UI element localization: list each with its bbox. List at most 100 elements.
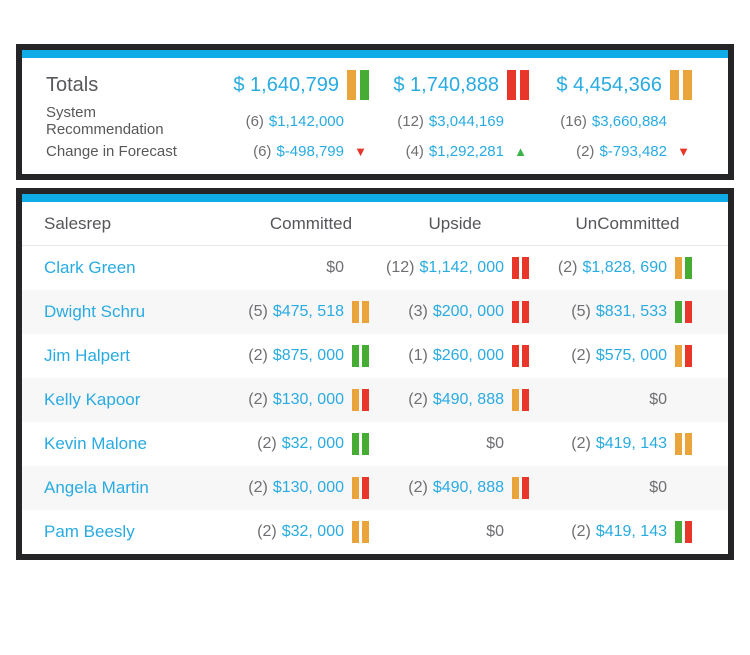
change-in-forecast-row: Change in Forecast (6) $-498,799 ▼ (4) $1,292… bbox=[46, 138, 692, 164]
salesrep-link[interactable]: Kevin Malone bbox=[44, 434, 148, 453]
summary-cell: (2) $-793,482 ▼ bbox=[529, 143, 692, 160]
green-bar-icon bbox=[685, 257, 692, 279]
deal-count: (2) bbox=[571, 435, 591, 452]
forecast-cell: $0 bbox=[369, 521, 529, 543]
status-indicator bbox=[675, 257, 692, 279]
amount-link[interactable]: $875, 000 bbox=[272, 347, 344, 364]
deal-count: (5) bbox=[248, 303, 268, 320]
salesrep-link[interactable]: Dwight Schru bbox=[44, 302, 146, 321]
deal-count: (2) bbox=[557, 259, 578, 276]
amount-link[interactable]: $ 1,740,888 bbox=[393, 73, 499, 96]
status-indicator: ▼ bbox=[352, 145, 369, 158]
forecast-cell: (2) $419, 143 bbox=[529, 521, 692, 543]
table-row: Pam Beesly (2) $32, 000 $0 (2) $419, 143 bbox=[22, 510, 728, 554]
forecast-cell: (1) $260, 000 bbox=[369, 345, 529, 367]
summary-cell: $ 1,740,888 bbox=[369, 70, 529, 100]
status-indicator bbox=[670, 70, 692, 100]
red-bar-icon bbox=[522, 257, 529, 279]
amount-link[interactable]: $260, 000 bbox=[432, 347, 504, 364]
deal-count: (2) bbox=[248, 391, 268, 408]
zero-amount: $0 bbox=[326, 259, 344, 276]
summary-cell: $ 4,454,366 bbox=[529, 70, 692, 100]
amount-link[interactable]: $1,142,000 bbox=[268, 112, 344, 130]
amount-link[interactable]: $130, 000 bbox=[272, 391, 344, 408]
salesrep-link[interactable]: Kelly Kapoor bbox=[44, 390, 141, 409]
orange-bar-icon bbox=[683, 70, 692, 100]
forecast-cell: (2) $32, 000 bbox=[201, 433, 369, 455]
status-indicator bbox=[512, 433, 529, 455]
amount-link[interactable]: $ 4,454,366 bbox=[556, 73, 662, 96]
amount-link[interactable]: $3,660,884 bbox=[591, 112, 667, 130]
status-indicator bbox=[352, 521, 369, 543]
status-indicator bbox=[675, 433, 692, 455]
deal-count: (12) bbox=[386, 259, 415, 276]
amount-link[interactable]: $490, 888 bbox=[432, 391, 504, 408]
amount-link[interactable]: $1,142, 000 bbox=[419, 259, 504, 276]
amount-link[interactable]: $1,828, 690 bbox=[582, 259, 667, 276]
deal-count: (16) bbox=[560, 112, 587, 130]
status-indicator bbox=[352, 477, 369, 499]
salesrep-link[interactable]: Clark Green bbox=[44, 258, 136, 277]
totals-summary-panel: Totals $ 1,640,799 $ 1,740,888 $ 4,454,366 S… bbox=[16, 44, 734, 180]
green-bar-icon bbox=[675, 521, 682, 543]
red-bar-icon bbox=[362, 477, 369, 499]
amount-link[interactable]: $419, 143 bbox=[595, 523, 667, 540]
summary-cell: (4) $1,292,281 ▲ bbox=[369, 143, 529, 160]
summary-cell: (16) $3,660,884 bbox=[529, 110, 692, 132]
red-bar-icon bbox=[685, 521, 692, 543]
amount-link[interactable]: $3,044,169 bbox=[428, 112, 504, 130]
salesrep-link[interactable]: Pam Beesly bbox=[44, 522, 135, 541]
amount-link[interactable]: $ 1,640,799 bbox=[233, 73, 339, 96]
zero-amount: $0 bbox=[486, 435, 504, 452]
red-bar-icon bbox=[507, 70, 516, 100]
amount-link[interactable]: $130, 000 bbox=[272, 479, 344, 496]
orange-bar-icon bbox=[670, 70, 679, 100]
summary-cell: (6) $-498,799 ▼ bbox=[201, 143, 369, 160]
forecast-cell: (5) $475, 518 bbox=[201, 301, 369, 323]
salesrep-link[interactable]: Angela Martin bbox=[44, 478, 149, 497]
amount-link[interactable]: $1,292,281 bbox=[428, 142, 504, 160]
green-bar-icon bbox=[362, 345, 369, 367]
table-row: Angela Martin (2) $130, 000 (2) $490, 888 $0 bbox=[22, 466, 728, 510]
amount-link[interactable]: $-793,482 bbox=[599, 142, 667, 160]
red-bar-icon bbox=[685, 301, 692, 323]
orange-bar-icon bbox=[675, 433, 682, 455]
deal-count: (1) bbox=[408, 347, 428, 364]
orange-bar-icon bbox=[675, 257, 682, 279]
amount-link[interactable]: $575, 000 bbox=[595, 347, 667, 364]
deal-count: (2) bbox=[248, 479, 268, 496]
red-bar-icon bbox=[685, 345, 692, 367]
deal-count: (4) bbox=[405, 142, 424, 160]
orange-bar-icon bbox=[362, 301, 369, 323]
forecast-cell: (2) $575, 000 bbox=[529, 345, 692, 367]
amount-link[interactable]: $-498,799 bbox=[276, 142, 344, 160]
orange-bar-icon bbox=[352, 521, 359, 543]
amount-link[interactable]: $32, 000 bbox=[281, 523, 344, 540]
forecast-cell: $0 bbox=[369, 433, 529, 455]
deal-count: (12) bbox=[397, 112, 424, 130]
amount-link[interactable]: $419, 143 bbox=[595, 435, 667, 452]
column-header-salesrep: Salesrep bbox=[44, 213, 112, 233]
table-row: Clark Green $0 (12) $1,142, 000 (2) $1,828, 6… bbox=[22, 246, 728, 290]
status-indicator bbox=[512, 345, 529, 367]
salesrep-link[interactable]: Jim Halpert bbox=[44, 346, 130, 365]
deal-count: (2) bbox=[248, 347, 268, 364]
amount-link[interactable]: $831, 533 bbox=[595, 303, 667, 320]
forecast-cell: (2) $419, 143 bbox=[529, 433, 692, 455]
status-indicator bbox=[675, 345, 692, 367]
forecast-cell: (2) $130, 000 bbox=[201, 389, 369, 411]
red-bar-icon bbox=[512, 345, 519, 367]
green-bar-icon bbox=[362, 433, 369, 455]
status-indicator bbox=[347, 70, 369, 100]
row-label: Change in Forecast bbox=[46, 142, 177, 160]
amount-link[interactable]: $490, 888 bbox=[432, 479, 504, 496]
orange-bar-icon bbox=[512, 389, 519, 411]
forecast-cell: (2) $875, 000 bbox=[201, 345, 369, 367]
amount-link[interactable]: $32, 000 bbox=[281, 435, 344, 452]
amount-link[interactable]: $475, 518 bbox=[272, 303, 344, 320]
orange-bar-icon bbox=[352, 301, 359, 323]
deal-count: (2) bbox=[408, 479, 428, 496]
summary-cell: (12) $3,044,169 bbox=[369, 110, 529, 132]
amount-link[interactable]: $200, 000 bbox=[432, 303, 504, 320]
table-body: Clark Green $0 (12) $1,142, 000 (2) $1,828, 6… bbox=[22, 246, 728, 554]
